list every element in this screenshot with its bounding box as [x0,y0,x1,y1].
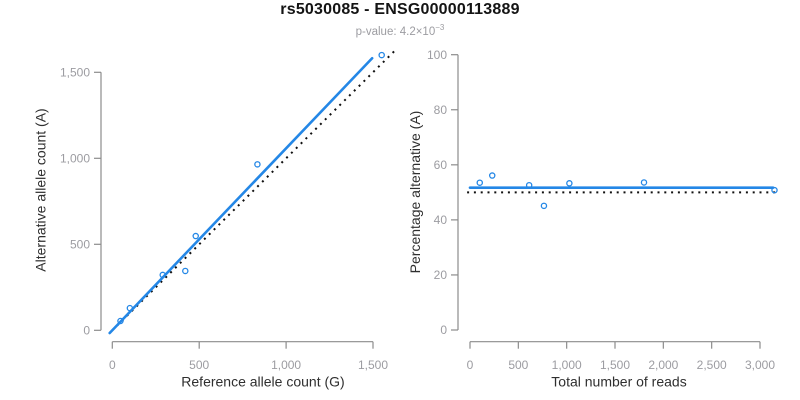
data-point [640,179,648,186]
y-tick-label: 20 [434,268,448,282]
data-point [488,172,496,179]
data-point [117,317,124,325]
data-point [566,180,573,187]
y-tick-label: 100 [427,48,447,62]
x-tick-label: 1,500 [600,358,630,372]
x-tick-label: 3,000 [745,358,775,372]
y-tick-label: 80 [434,103,448,117]
x-tick-label: 1,500 [358,358,388,372]
y-tick-label: 0 [83,324,90,338]
x-axis-label: Reference allele count (G) [181,374,344,390]
y-axis-label: Alternative allele count (A) [33,108,49,271]
x-tick-label: 1,000 [271,358,301,372]
pvalue-text: p-value: 4.2×10 [355,25,436,38]
figure-title: rs5030085 - ENSG00000113889 [280,1,520,18]
data-point [182,267,189,275]
data-point [254,161,261,168]
y-tick-label: 40 [434,213,448,227]
data-point [378,51,385,59]
x-tick-label: 500 [189,358,209,372]
x-axis-label: Total number of reads [551,374,686,390]
y-tick-label: 0 [440,323,447,337]
data-point [540,202,548,210]
data-point [126,304,134,312]
x-tick-label: 2,500 [697,358,727,372]
x-tick-label: 2,000 [648,358,678,372]
y-tick-label: 60 [434,158,448,172]
plot-allele-count-scatter: 0 500 1,000 1,500 0 500 1,000 1,500 Reference al… [33,49,397,390]
y-tick-label: 1,500 [60,66,90,80]
data-point [159,271,166,279]
data-point [771,186,778,194]
y-tick-label: 500 [70,238,90,252]
reference-line [111,49,397,332]
x-tick-label: 1,000 [552,358,582,372]
pvalue-exponent: −3 [435,23,445,32]
y-tick-label: 1,000 [60,152,90,166]
x-tick-label: 0 [109,358,116,372]
figure-subtitle: p-value: 4.2×10−3 [0,23,800,38]
fit-line [108,56,374,335]
plot-percentage-alternative-scatter: 0 20 40 60 80 100 0 500 1,000 1,500 2,000 2,500 3,00… [407,48,779,390]
y-axis-label: Percentage alternative (A) [407,111,423,274]
data-point [192,232,199,240]
x-tick-label: 500 [508,358,528,372]
data-point [476,179,484,186]
x-tick-label: 0 [467,358,474,372]
data-point [525,181,533,189]
